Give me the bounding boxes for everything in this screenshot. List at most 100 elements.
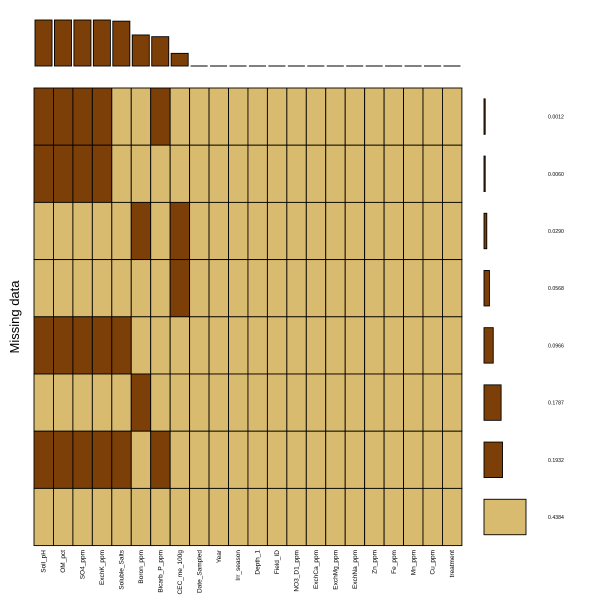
pattern-cell (130, 487, 152, 547)
pattern-cell (383, 259, 405, 318)
column-label: treatment (449, 550, 456, 578)
column-missing-bar (170, 52, 189, 67)
pattern-cell (305, 144, 327, 203)
pattern-cell (403, 259, 424, 318)
pattern-cell (286, 87, 307, 146)
pattern-proportion-label: 0.0966 (548, 343, 564, 349)
pattern-cell (286, 373, 307, 432)
column-label: ExchK_ppm (99, 550, 106, 585)
pattern-cell (344, 144, 366, 203)
pattern-cell (33, 316, 54, 375)
pattern-cell (91, 373, 113, 432)
pattern-cell (383, 430, 405, 489)
pattern-cell (169, 259, 191, 318)
pattern-cell (403, 373, 424, 432)
column-label: ExchCa_ppm (313, 550, 320, 589)
pattern-cell (344, 201, 366, 261)
pattern-cell (208, 144, 229, 203)
pattern-cell (150, 259, 171, 318)
pattern-cell (72, 201, 93, 261)
pattern-cell (33, 201, 54, 261)
pattern-cell (150, 487, 171, 547)
pattern-cell (208, 259, 229, 318)
pattern-cell (305, 201, 327, 261)
pattern-cell (325, 144, 346, 203)
pattern-cell (344, 87, 366, 146)
pattern-proportion-bar (483, 212, 488, 250)
pattern-cell (266, 373, 288, 432)
pattern-proportion-bar (483, 441, 503, 478)
pattern-cell (91, 144, 113, 203)
column-missing-bars (34, 19, 461, 67)
pattern-cell (169, 487, 191, 547)
column-labels: Soil_pH OM_pct SO4_ppm ExchK_ppm Soluble_Sal… (41, 549, 456, 594)
pattern-cell (325, 373, 346, 432)
pattern-cell (33, 87, 54, 146)
pattern-cell (208, 487, 229, 547)
pattern-cell (130, 373, 152, 432)
pattern-cell (247, 201, 268, 261)
pattern-cell (53, 144, 74, 203)
pattern-cell (130, 201, 152, 261)
pattern-cell (72, 316, 93, 375)
column-label: SO4_ppm (80, 550, 87, 579)
pattern-cell (111, 373, 132, 432)
column-label: Year (216, 549, 223, 563)
pattern-cell (325, 201, 346, 261)
pattern-cell (442, 430, 463, 489)
pattern-cell (383, 87, 405, 146)
pattern-cell (403, 201, 424, 261)
pattern-cell (247, 430, 268, 489)
pattern-cell (344, 487, 366, 547)
pattern-proportion-bar (483, 327, 494, 364)
pattern-cell (228, 430, 249, 489)
pattern-cell (422, 201, 443, 261)
column-label: Boron_ppm (138, 550, 145, 584)
pattern-cell (422, 373, 443, 432)
pattern-cell (150, 430, 171, 489)
pattern-cell (208, 430, 229, 489)
pattern-cell (286, 144, 307, 203)
pattern-cell (72, 259, 93, 318)
pattern-cell (403, 430, 424, 489)
pattern-cell (286, 201, 307, 261)
pattern-cell (189, 87, 210, 146)
pattern-cell (442, 373, 463, 432)
pattern-cell (189, 316, 210, 375)
pattern-proportion-bar (483, 498, 527, 536)
pattern-cell (130, 259, 152, 318)
pattern-cell (403, 487, 424, 547)
pattern-cell (130, 430, 152, 489)
column-missing-bar (34, 19, 53, 67)
column-missing-bar (131, 34, 150, 67)
pattern-cell (189, 144, 210, 203)
pattern-cell (72, 373, 93, 432)
pattern-cell (305, 87, 327, 146)
column-missing-bar (112, 20, 131, 67)
pattern-cell (383, 373, 405, 432)
column-missing-bar (92, 19, 111, 67)
pattern-cell (169, 87, 191, 146)
column-label: Mn_ppm (410, 550, 417, 575)
pattern-cell (53, 87, 74, 146)
pattern-cell (228, 201, 249, 261)
column-label: Bicarb_P_ppm (157, 550, 164, 593)
column-label: ExchNa_ppm (352, 550, 359, 589)
pattern-cell (111, 201, 132, 261)
pattern-cell (189, 201, 210, 261)
pattern-cell (266, 87, 288, 146)
pattern-cell (383, 201, 405, 261)
pattern-proportion-label: 0.0568 (548, 286, 564, 292)
pattern-cell (150, 373, 171, 432)
pattern-cell (305, 487, 327, 547)
pattern-cell (53, 487, 74, 547)
pattern-cell (130, 316, 152, 375)
pattern-cell (247, 487, 268, 547)
pattern-cell (383, 316, 405, 375)
pattern-cell (364, 487, 385, 547)
pattern-proportion-bar (483, 98, 486, 135)
pattern-cell (403, 144, 424, 203)
column-label: Date_Sampled (196, 550, 203, 593)
column-label: CEC_me_100g (177, 550, 184, 595)
pattern-cell (169, 430, 191, 489)
